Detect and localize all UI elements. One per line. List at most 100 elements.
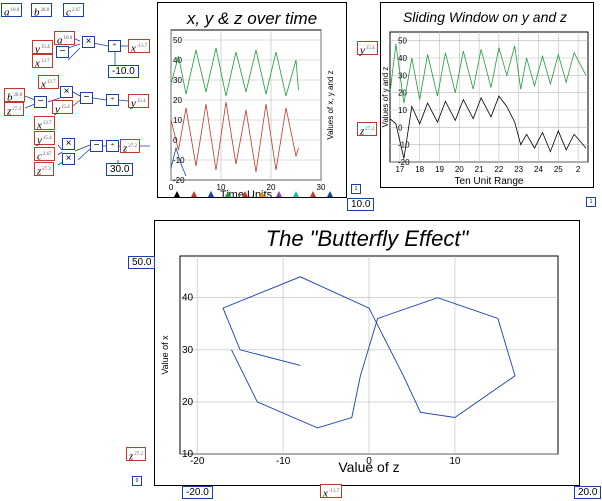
y-tick-label: -10 [398, 141, 410, 150]
chart-time-series: x, y & z over time 0 10 20 30 50 40 30 20 10 0 -10 -… [169, 9, 335, 198]
y-axis-label: Values of y and z [381, 67, 390, 128]
plot-area [170, 29, 322, 181]
var-x-2[interactable]: x13.7 [38, 75, 59, 91]
var-c[interactable]: c2.67 [34, 147, 55, 163]
var-z-deriv[interactable]: z27.2 [120, 139, 141, 155]
time-marker-1[interactable]: 1 [351, 184, 361, 194]
multiply-op: × [82, 36, 95, 48]
minus-op: − [56, 46, 69, 58]
var-z-2[interactable]: z27.2 [34, 162, 55, 178]
var-y-deriv[interactable]: y15.4 [128, 94, 149, 110]
y-tick-label: 40 [182, 293, 194, 304]
multiply-op-4: × [62, 153, 75, 165]
y-tick-label: -10 [173, 156, 185, 165]
chart-sliding-window: Sliding Window on y and z17 18 19 20 21 22 23 2… [381, 9, 589, 187]
x-tick-label: 24 [534, 165, 543, 174]
chart1-input-z[interactable]: z27.2 [357, 122, 378, 138]
y-axis-label: Value of x [160, 335, 170, 375]
edge-marker [310, 191, 316, 197]
divide-op-3: ÷ [106, 140, 119, 152]
constant-neg10[interactable]: -10.0 [108, 65, 139, 78]
x-tick-label: 25 [554, 165, 563, 174]
edge-marker [242, 191, 248, 197]
series-line-y [389, 95, 587, 159]
constant-30[interactable]: 30.0 [106, 163, 134, 176]
x-tick-label: 0 [169, 183, 174, 192]
var-y-3[interactable]: y15.4 [34, 131, 55, 147]
var-x-3[interactable]: x13.7 [34, 116, 55, 132]
y-tick-label: 40 [398, 54, 407, 63]
var-a[interactable]: a10.0 [54, 31, 76, 47]
y-tick-label: 0 [173, 136, 178, 145]
series-line-x [170, 146, 187, 177]
var-x[interactable]: x13.7 [32, 54, 53, 70]
edge-marker [327, 191, 333, 197]
constant-neg20[interactable]: -20.0 [182, 486, 213, 499]
y-tick-label: 30 [398, 71, 407, 80]
edge-marker [293, 191, 299, 197]
divide-op: ÷ [108, 40, 121, 52]
y-tick-label: -20 [398, 158, 410, 167]
edge-marker [259, 191, 265, 197]
x-tick-label: 20 [267, 183, 276, 192]
x-tick-label: 17 [395, 165, 404, 174]
edge-marker [276, 191, 282, 197]
multiply-op-3: × [62, 138, 75, 150]
y-tick-label: 20 [182, 397, 194, 408]
x-tick-label: 20 [455, 165, 464, 174]
y-tick-label: 20 [173, 96, 182, 105]
y-tick-label: 50 [398, 37, 407, 46]
chart-butterfly: The "Butterfly Effect" -20 -10 0 10 40 30 20 10 V… [160, 226, 559, 475]
series-line-y [170, 101, 299, 173]
edge-marker [191, 191, 197, 197]
x-tick-label: 19 [435, 165, 444, 174]
divide-op-2: ÷ [106, 94, 119, 106]
edge-marker [225, 191, 231, 197]
chart1-input-y[interactable]: y15.4 [357, 41, 378, 57]
var-y-2[interactable]: y15.4 [52, 100, 73, 116]
y-tick-label: 50 [173, 36, 182, 45]
var-y[interactable]: y15.4 [32, 40, 53, 56]
x-tick-label: 22 [494, 165, 503, 174]
time-marker-2[interactable]: 1 [586, 197, 596, 207]
x-tick-label: 10 [217, 183, 226, 192]
y-tick-label: 40 [173, 56, 182, 65]
y-axis-label: Values of x, y and z [326, 70, 335, 139]
minus-op-3: − [80, 92, 93, 104]
y-tick-label: 0 [398, 123, 403, 132]
constant-10[interactable]: 10.0 [347, 198, 375, 211]
chart3-input-x[interactable]: x-13.7 [320, 484, 343, 500]
x-tick-label: 0 [366, 456, 372, 467]
time-marker-3[interactable]: 0 [132, 476, 142, 486]
y-tick-label: 10 [173, 116, 182, 125]
constant-20[interactable]: 20.0 [574, 486, 602, 499]
y-tick-label: -20 [173, 176, 185, 185]
minus-op-2: − [34, 96, 47, 108]
chart3-input-z[interactable]: z27.2 [126, 447, 147, 463]
y-tick-label: 10 [398, 106, 407, 115]
series-line-z [170, 47, 299, 97]
var-x-deriv[interactable]: x-13.7 [128, 39, 151, 55]
input-var-c[interactable]: c2.67 [63, 3, 84, 19]
input-var-a[interactable]: a10.0 [1, 3, 23, 19]
var-z[interactable]: z27.2 [4, 102, 25, 118]
x-axis-label: Ten Unit Range [455, 176, 524, 187]
chart-title: Sliding Window on y and z [403, 9, 567, 25]
x-tick-label: 21 [475, 165, 484, 174]
constant-50[interactable]: 50.0 [128, 256, 156, 269]
edge-marker [208, 191, 214, 197]
var-b[interactable]: b28.0 [4, 88, 26, 104]
x-tick-label: 18 [415, 165, 424, 174]
x-tick-label: 23 [514, 165, 523, 174]
x-tick-label: 10 [449, 456, 461, 467]
x-tick-label: -20 [190, 456, 205, 467]
multiply-op-2: × [60, 86, 73, 98]
x-tick-label: 2 [576, 165, 581, 174]
input-var-b[interactable]: b28.0 [31, 3, 53, 19]
y-tick-label: 30 [173, 76, 182, 85]
minus-op-4: − [90, 140, 103, 152]
chart-title: x, y & z over time [186, 9, 317, 28]
y-tick-label: 30 [182, 345, 194, 356]
edge-marker [174, 191, 180, 197]
series-line-trajectory [222, 276, 516, 429]
